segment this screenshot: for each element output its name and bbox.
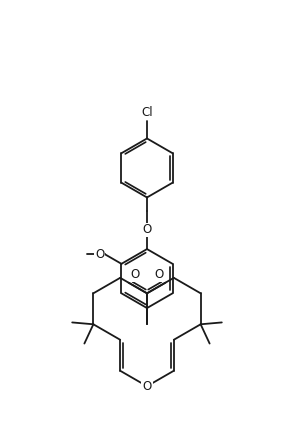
- Text: O: O: [154, 268, 163, 281]
- Text: O: O: [95, 248, 104, 261]
- Text: O: O: [131, 268, 140, 281]
- Text: O: O: [142, 380, 152, 393]
- Text: O: O: [142, 224, 152, 237]
- Text: Cl: Cl: [141, 106, 153, 119]
